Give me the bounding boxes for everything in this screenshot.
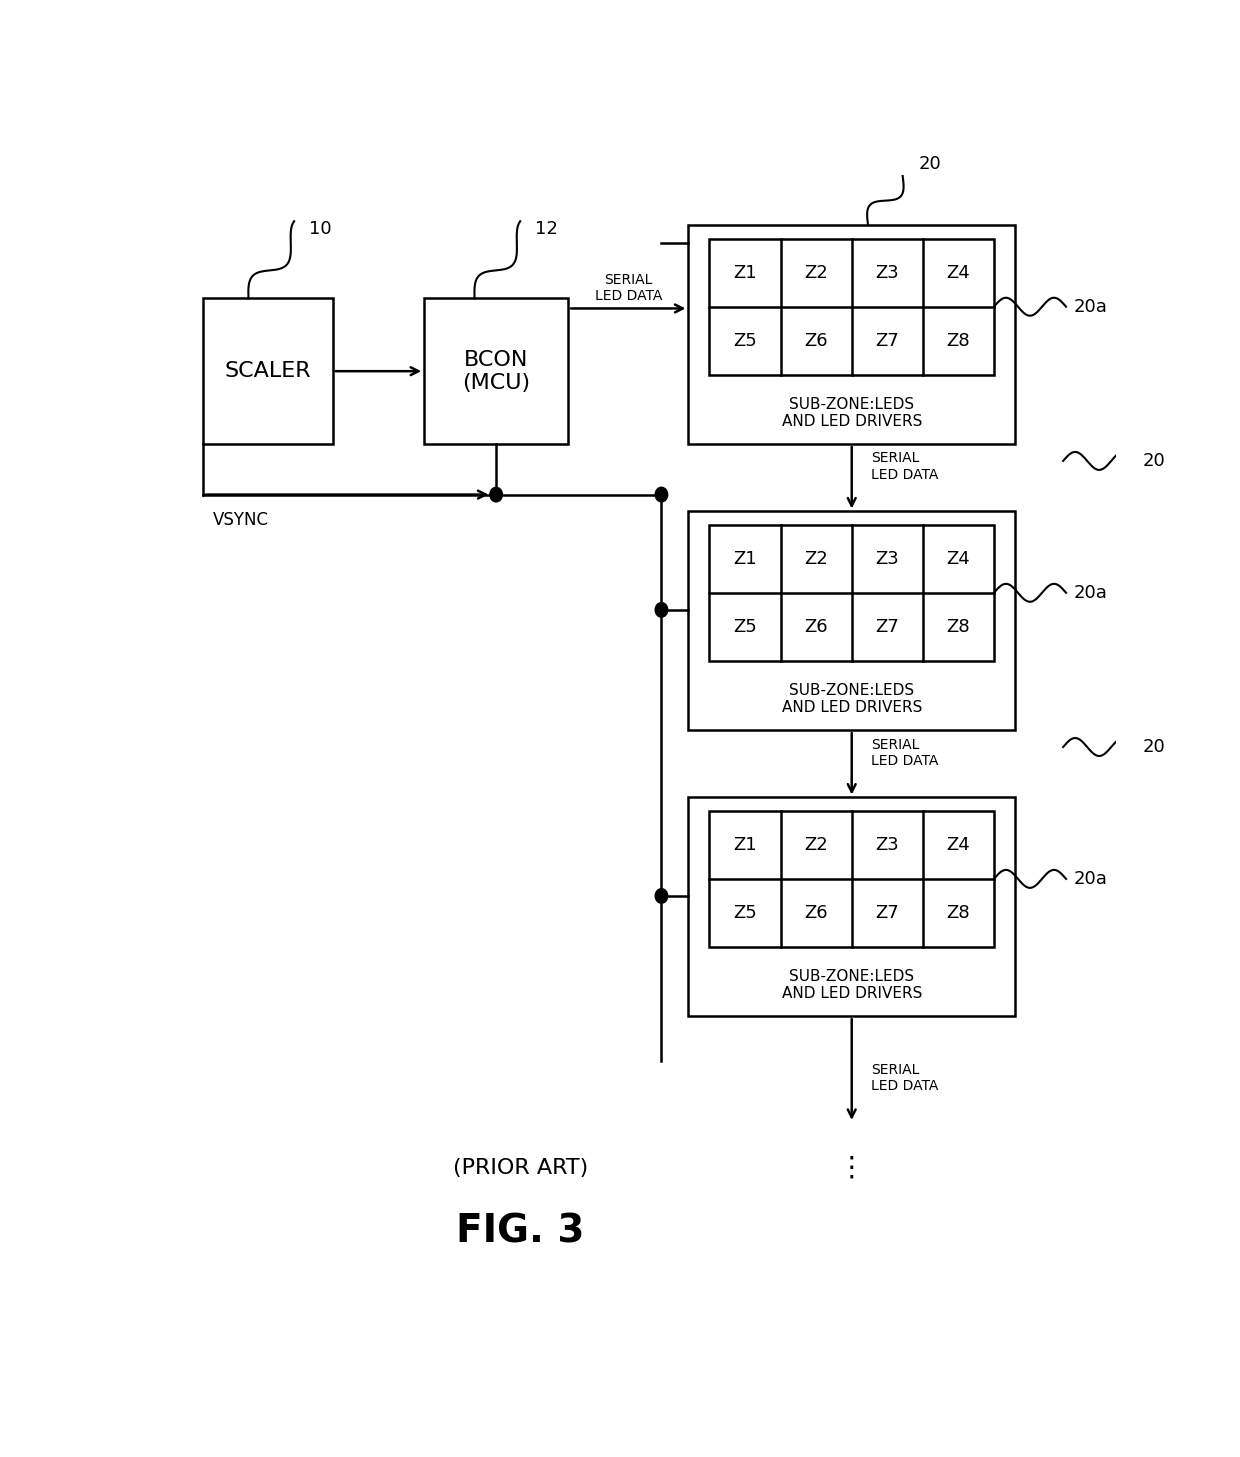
- Text: Z8: Z8: [946, 618, 970, 635]
- Text: Z6: Z6: [805, 332, 828, 350]
- Text: VSYNC: VSYNC: [213, 511, 269, 529]
- Text: Z3: Z3: [875, 264, 899, 281]
- Bar: [424, 299, 568, 444]
- Text: BCON
(MCU): BCON (MCU): [463, 350, 531, 393]
- Text: 20: 20: [1143, 452, 1166, 471]
- Text: Z2: Z2: [805, 264, 828, 281]
- Text: Z5: Z5: [733, 903, 756, 922]
- Bar: [203, 299, 332, 444]
- Text: Z6: Z6: [805, 618, 828, 635]
- Text: Z7: Z7: [875, 332, 899, 350]
- Bar: [709, 812, 994, 947]
- Text: 20: 20: [919, 154, 941, 172]
- Text: 20a: 20a: [1074, 584, 1107, 602]
- Text: Z4: Z4: [946, 836, 970, 854]
- Text: 10: 10: [309, 220, 331, 237]
- Text: SERIAL
LED DATA: SERIAL LED DATA: [870, 1062, 939, 1093]
- Circle shape: [655, 487, 667, 501]
- Text: Z5: Z5: [733, 618, 756, 635]
- Text: Z4: Z4: [946, 549, 970, 568]
- Text: Z2: Z2: [805, 836, 828, 854]
- Text: 20: 20: [1143, 739, 1166, 756]
- Text: 20a: 20a: [1074, 297, 1107, 316]
- Text: 20a: 20a: [1074, 870, 1107, 887]
- Bar: [709, 525, 994, 660]
- Text: Z6: Z6: [805, 903, 828, 922]
- Text: Z7: Z7: [875, 618, 899, 635]
- Text: FIG. 3: FIG. 3: [456, 1212, 584, 1250]
- Text: Z7: Z7: [875, 903, 899, 922]
- Bar: [709, 239, 994, 374]
- Text: 12: 12: [536, 220, 558, 237]
- Text: ⋮: ⋮: [838, 1154, 866, 1182]
- Text: Z1: Z1: [733, 264, 756, 281]
- Text: Z1: Z1: [733, 836, 756, 854]
- Text: SERIAL
LED DATA: SERIAL LED DATA: [870, 737, 939, 768]
- Circle shape: [655, 889, 667, 903]
- Text: (PRIOR ART): (PRIOR ART): [453, 1158, 588, 1177]
- Text: Z5: Z5: [733, 332, 756, 350]
- Text: Z3: Z3: [875, 549, 899, 568]
- Text: Z8: Z8: [946, 903, 970, 922]
- Text: SERIAL
LED DATA: SERIAL LED DATA: [870, 452, 939, 482]
- Text: Z1: Z1: [733, 549, 756, 568]
- Circle shape: [490, 487, 502, 501]
- Bar: [688, 797, 1016, 1017]
- Text: SCALER: SCALER: [224, 361, 311, 382]
- Text: Z8: Z8: [946, 332, 970, 350]
- Bar: [688, 511, 1016, 730]
- Text: SUB-ZONE:LEDS
AND LED DRIVERS: SUB-ZONE:LEDS AND LED DRIVERS: [781, 683, 921, 715]
- Text: SUB-ZONE:LEDS
AND LED DRIVERS: SUB-ZONE:LEDS AND LED DRIVERS: [781, 396, 921, 428]
- Circle shape: [655, 603, 667, 618]
- Text: Z2: Z2: [805, 549, 828, 568]
- Text: SERIAL
LED DATA: SERIAL LED DATA: [595, 272, 662, 303]
- Bar: [688, 226, 1016, 444]
- Text: SUB-ZONE:LEDS
AND LED DRIVERS: SUB-ZONE:LEDS AND LED DRIVERS: [781, 969, 921, 1001]
- Text: Z3: Z3: [875, 836, 899, 854]
- Text: Z4: Z4: [946, 264, 970, 281]
